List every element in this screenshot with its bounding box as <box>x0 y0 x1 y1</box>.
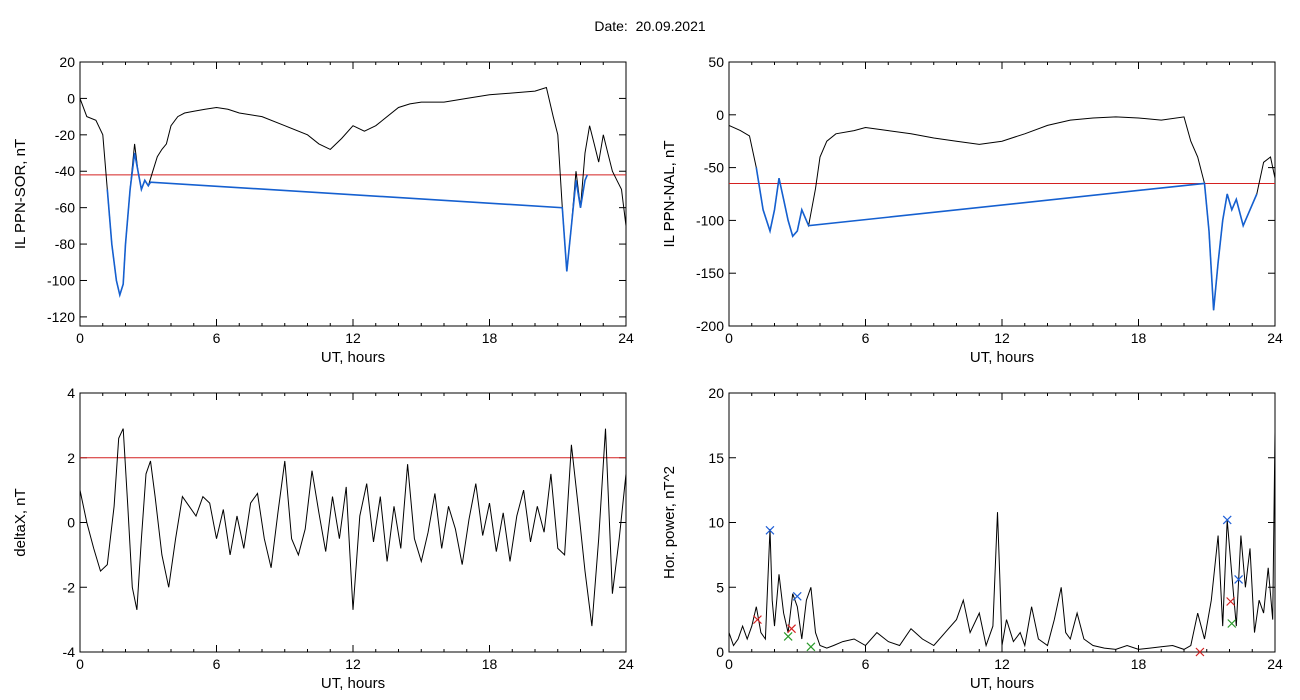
x-tick-label: 24 <box>618 656 634 672</box>
x-tick-label: 24 <box>1267 656 1283 672</box>
x-tick-label: 0 <box>76 656 84 672</box>
x-tick-label: 12 <box>994 656 1010 672</box>
y-tick-label: 0 <box>716 107 724 123</box>
plot-frame <box>728 392 1276 653</box>
y-tick-label: 15 <box>708 450 724 466</box>
figure-title: Date: 20.09.2021 <box>594 18 706 34</box>
chart-panel-1: 0 6 12 18 24 20 0 -20 -40 -60 -80 -100 -120 UT, hours… <box>12 54 634 366</box>
x-axis-label: UT, hours <box>970 349 1034 366</box>
y-tick-label: -2 <box>63 579 76 595</box>
blue-x-marker <box>765 525 775 535</box>
red-x-marker <box>1195 647 1205 657</box>
green-x-marker <box>1227 619 1237 628</box>
x-tick-label: 18 <box>1131 656 1147 672</box>
x-tick-label: 6 <box>213 330 221 346</box>
y-tick-label: 0 <box>67 515 75 531</box>
data-series-line <box>728 116 1276 311</box>
y-tick-label: 0 <box>67 90 75 106</box>
y-tick-label: -100 <box>696 212 724 228</box>
plot-frame <box>728 61 1276 327</box>
x-tick-label: 6 <box>862 330 870 346</box>
y-tick-label: -100 <box>47 272 75 288</box>
x-axis-label: UT, hours <box>970 675 1034 692</box>
substorm-series-line <box>106 152 589 299</box>
y-tick-label: -50 <box>704 160 724 176</box>
x-tick-label: 12 <box>345 656 361 672</box>
y-tick-label: -120 <box>47 309 75 325</box>
plot-frame <box>79 392 627 653</box>
y-axis-label: IL PPN-SOR, nT <box>12 139 29 249</box>
blue-x-marker <box>792 591 802 601</box>
y-tick-label: 5 <box>716 579 724 595</box>
chart-panel-2: 0 6 12 18 24 50 0 -50 -100 -150 -200 UT, hours IL PP… <box>661 54 1283 366</box>
data-series-line <box>728 431 1276 650</box>
y-tick-label: -20 <box>55 127 75 143</box>
x-tick-label: 0 <box>725 330 733 346</box>
chart-panel-3: 0 6 12 18 24 4 2 0 -2 -4 UT, hours deltaX, nT <box>12 385 634 692</box>
y-tick-label: -40 <box>55 163 75 179</box>
green-x-marker <box>806 642 816 652</box>
data-series-line <box>79 86 627 297</box>
blue-x-marker <box>1234 575 1244 584</box>
blue-x-marker <box>1222 515 1232 525</box>
chart-panel-4: 0 6 12 18 24 20 15 10 5 0 UT, hours Hor. power, nT^… <box>661 385 1283 692</box>
x-tick-label: 6 <box>862 656 870 672</box>
x-tick-label: 12 <box>345 330 361 346</box>
green-x-marker <box>783 632 793 641</box>
y-tick-label: -200 <box>696 318 724 334</box>
x-tick-label: 24 <box>1267 330 1283 346</box>
red-x-marker <box>787 624 796 634</box>
y-axis-label: Hor. power, nT^2 <box>661 466 678 579</box>
x-tick-label: 0 <box>725 656 733 672</box>
y-tick-label: -60 <box>55 200 75 216</box>
y-tick-label: 50 <box>708 54 724 70</box>
red-x-marker <box>1226 597 1236 606</box>
y-axis-label: deltaX, nT <box>12 488 29 556</box>
y-tick-label: 0 <box>716 644 724 660</box>
x-tick-label: 18 <box>1131 330 1147 346</box>
y-tick-label: -4 <box>63 644 76 660</box>
x-tick-label: 0 <box>76 330 84 346</box>
y-tick-label: 10 <box>708 515 724 531</box>
data-series-line <box>79 428 627 627</box>
y-tick-label: 2 <box>67 450 75 466</box>
x-axis-label: UT, hours <box>321 349 385 366</box>
y-axis-label: IL PPN-NAL, nT <box>661 141 678 248</box>
x-tick-label: 24 <box>618 330 634 346</box>
y-tick-label: -80 <box>55 236 75 252</box>
y-tick-label: 20 <box>708 385 724 401</box>
y-tick-label: -150 <box>696 265 724 281</box>
substorm-series-line <box>755 167 1258 311</box>
y-tick-label: 4 <box>67 385 75 401</box>
x-tick-label: 12 <box>994 330 1010 346</box>
x-tick-label: 18 <box>482 330 498 346</box>
x-axis-label: UT, hours <box>321 675 385 692</box>
red-x-marker <box>753 615 762 625</box>
x-tick-label: 6 <box>213 656 221 672</box>
x-tick-label: 18 <box>482 656 498 672</box>
y-tick-label: 20 <box>59 54 75 70</box>
